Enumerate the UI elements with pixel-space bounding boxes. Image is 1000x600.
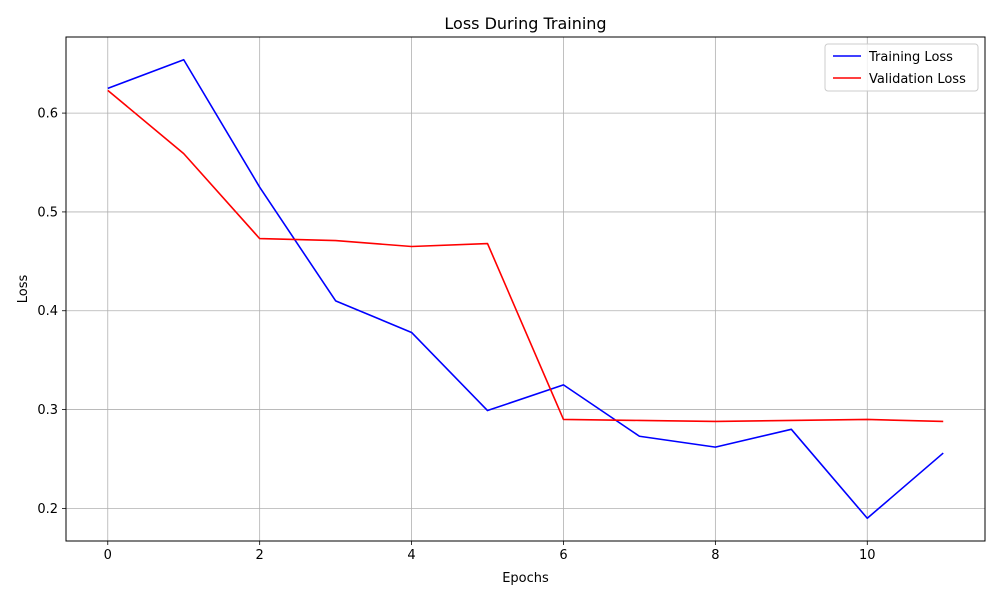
chart-title: Loss During Training — [444, 14, 606, 33]
x-tick-label: 2 — [256, 548, 264, 563]
series-lines — [107, 58, 944, 520]
y-tick-label: 0.3 — [37, 403, 58, 418]
grid-lines — [66, 37, 985, 541]
legend-label-validation-loss: Validation Loss — [869, 72, 966, 87]
x-tick-label: 8 — [711, 548, 719, 563]
series-line-training-loss — [107, 58, 944, 520]
legend: Training Loss Validation Loss — [824, 43, 979, 92]
x-axis-ticks: 0 2 4 6 8 10 — [104, 541, 876, 563]
x-tick-label: 6 — [559, 548, 567, 563]
x-axis-label: Epochs — [502, 571, 549, 586]
x-tick-label: 4 — [407, 548, 415, 563]
y-axis-ticks: 0.2 0.3 0.4 0.5 0.6 — [37, 107, 66, 517]
x-tick-label: 0 — [104, 548, 112, 563]
series-line-validation-loss — [107, 89, 944, 423]
y-tick-label: 0.6 — [37, 107, 58, 122]
legend-label-training-loss: Training Loss — [868, 50, 953, 65]
plot-frame — [65, 36, 986, 542]
y-tick-label: 0.5 — [37, 205, 58, 220]
legend-box — [824, 43, 979, 92]
y-axis-label: Loss — [16, 275, 31, 304]
x-tick-label: 10 — [859, 548, 876, 563]
y-tick-label: 0.4 — [37, 304, 58, 319]
y-tick-label: 0.2 — [37, 502, 58, 517]
